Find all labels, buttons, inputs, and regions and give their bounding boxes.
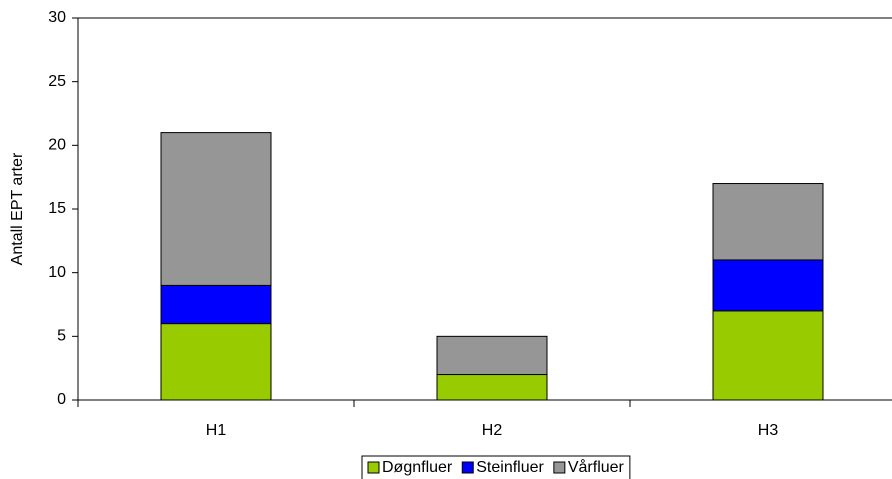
legend-swatch (553, 461, 566, 474)
x-tick-label: H2 (482, 422, 503, 439)
legend-swatch (367, 461, 380, 474)
y-tick-label: 15 (48, 200, 66, 217)
legend-label: Døgnfluer (382, 459, 453, 476)
bar-segment (712, 259, 824, 312)
y-tick-label: 10 (48, 264, 66, 281)
legend-swatch (461, 461, 474, 474)
y-tick-label: 20 (48, 137, 66, 154)
bar-segment (160, 323, 272, 401)
y-axis-label: Antall EPT arter (9, 152, 26, 265)
y-tick-label: 30 (48, 9, 66, 26)
y-tick-label: 5 (57, 328, 66, 345)
bar-segment (160, 132, 272, 286)
x-tick-label: H3 (758, 422, 779, 439)
bar-segment (436, 374, 548, 401)
bar-segment (712, 183, 824, 261)
legend-label: Steinfluer (476, 459, 544, 476)
x-tick-label: H1 (206, 422, 227, 439)
legend-label: Vårfluer (568, 458, 625, 476)
y-tick-label: 0 (57, 391, 66, 408)
y-tick-label: 25 (48, 73, 66, 90)
bar-segment (436, 335, 548, 376)
legend: Døgnfluer Steinfluer Vårfluer (361, 455, 631, 479)
bar-segment (712, 310, 824, 401)
bar-segment (160, 284, 272, 325)
